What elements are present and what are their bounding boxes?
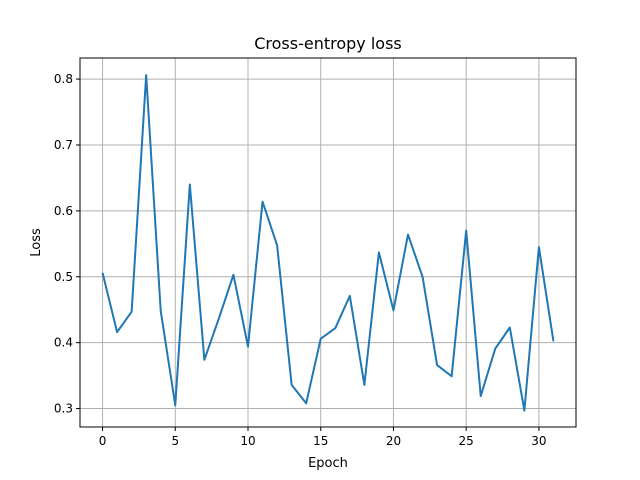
x-tick-label: 10	[240, 434, 255, 448]
y-tick-label: 0.3	[54, 402, 73, 416]
x-tick-label: 30	[531, 434, 546, 448]
x-tick-label: 20	[386, 434, 401, 448]
x-tick-label: 5	[171, 434, 179, 448]
x-tick-label: 15	[313, 434, 328, 448]
y-tick-label: 0.5	[54, 270, 73, 284]
axis-ticks: 0 5 10 15 20 25 30 0.3 0.4 0.5 0.6 0.7 0.8	[54, 72, 547, 448]
x-tick-label: 0	[99, 434, 107, 448]
plot-area-frame	[79, 57, 577, 428]
chart-title: Cross-entropy loss	[254, 34, 402, 53]
y-tick-label: 0.8	[54, 72, 73, 86]
y-tick-label: 0.6	[54, 204, 73, 218]
y-axis-label: Loss	[29, 228, 44, 257]
y-tick-label: 0.4	[54, 336, 73, 350]
grid	[80, 58, 576, 427]
x-tick-label: 25	[459, 434, 474, 448]
x-axis-label: Epoch	[308, 456, 348, 471]
loss-series-line	[101, 74, 555, 412]
y-tick-label: 0.7	[54, 138, 73, 152]
series-layer	[101, 74, 555, 412]
